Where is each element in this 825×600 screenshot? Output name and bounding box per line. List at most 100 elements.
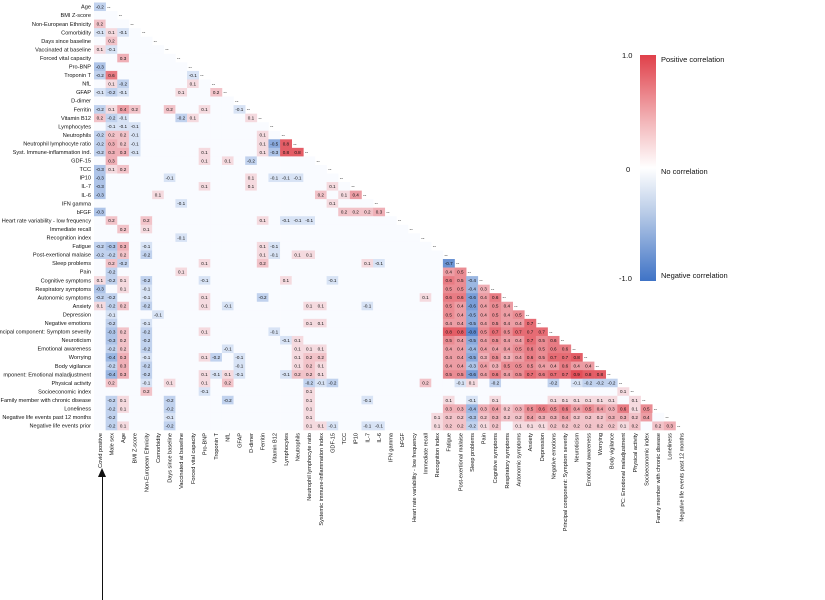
heatmap-cell (361, 267, 374, 277)
heatmap-cell (326, 182, 339, 191)
heatmap-cell (117, 387, 130, 397)
heatmap-cell (442, 395, 455, 405)
cell-value: 0.3 (480, 355, 487, 360)
heatmap-cell (187, 173, 199, 183)
heatmap-cell (221, 207, 234, 217)
cell-value: 0.1 (120, 406, 127, 411)
cell-value: 0.3 (120, 56, 127, 61)
heatmap-cell (291, 216, 304, 226)
cell-value: 0.2 (143, 218, 150, 223)
heatmap-cell (338, 318, 351, 328)
cell-value: -0.1 (375, 423, 383, 428)
heatmap-cell (280, 233, 293, 243)
cell-value: -0.3 (107, 244, 115, 249)
column-label: D-dimer (249, 433, 255, 453)
column-label: Negative life events past 12 months (679, 433, 685, 522)
heatmap-cell (245, 353, 258, 362)
heatmap-cell (233, 310, 246, 320)
cell-value: 0.2 (457, 415, 464, 420)
heatmap-cell (94, 147, 106, 157)
row-label: Syst. Immune-inflammation ind. (13, 150, 92, 156)
cell-value: -0.1 (131, 141, 139, 146)
heatmap-cell (152, 241, 165, 251)
heatmap-cell (408, 318, 420, 328)
heatmap-cell (373, 259, 386, 268)
column-label: Neutrophils (296, 433, 302, 461)
heatmap-cell (221, 96, 234, 106)
heatmap-cell (454, 318, 467, 328)
heatmap-cell (175, 62, 188, 72)
heatmap-cell (140, 335, 153, 345)
heatmap-cell (280, 370, 293, 379)
heatmap-cell (361, 250, 374, 260)
heatmap-cell (117, 36, 130, 46)
heatmap-cell (221, 284, 234, 294)
column-label: Physical activity (633, 433, 639, 473)
cell-value: -0.1 (142, 355, 150, 360)
heatmap-cell (291, 182, 304, 191)
heatmap-cell (233, 412, 246, 422)
heatmap-cell (175, 327, 188, 337)
heatmap-cell (489, 335, 502, 345)
cell-value: 0.4 (504, 346, 511, 351)
heatmap-cell (94, 70, 106, 80)
heatmap-cell (373, 301, 386, 311)
heatmap-cell (408, 233, 420, 243)
heatmap-cell (512, 335, 525, 345)
heatmap-cell (466, 301, 479, 311)
cell-value: -0.5 (468, 338, 476, 343)
diagonal-marker: -- (654, 406, 658, 412)
cell-value: 0.2 (597, 415, 604, 420)
cell-value: -0.1 (131, 133, 139, 138)
cell-value: 0.1 (201, 304, 208, 309)
cell-value: 0.2 (306, 364, 313, 369)
cell-value: 0.3 (666, 423, 673, 428)
heatmap-cell (233, 224, 246, 234)
row-label: incipal component: Symptom severity (0, 330, 91, 336)
heatmap-cell (198, 79, 211, 89)
cell-value: 0.6 (562, 406, 569, 411)
heatmap-cell (105, 36, 118, 46)
heatmap-cell (489, 310, 502, 320)
heatmap-cell (373, 335, 386, 345)
heatmap-cell (466, 293, 479, 303)
heatmap-cell (361, 353, 374, 362)
heatmap-cell (570, 395, 583, 405)
cell-value: -0.1 (224, 346, 232, 351)
heatmap-cell (570, 421, 583, 431)
heatmap-cell (140, 113, 153, 123)
heatmap-cell (582, 370, 595, 379)
heatmap-cell (117, 139, 130, 149)
heatmap-cell (140, 182, 153, 191)
heatmap-cell (466, 344, 479, 354)
heatmap-cell (303, 361, 316, 371)
heatmap-cell (419, 335, 432, 345)
heatmap-cell (117, 301, 130, 311)
heatmap-cell (268, 207, 281, 217)
heatmap-cell (419, 395, 432, 405)
cell-value: -0.1 (282, 372, 290, 377)
cell-value: -0.1 (166, 415, 174, 420)
heatmap-cell (535, 387, 548, 397)
heatmap-cell (628, 421, 641, 431)
diagonal-marker: -- (119, 13, 123, 19)
cell-value: 0.5 (446, 287, 453, 292)
heatmap-cell (280, 344, 293, 354)
cell-value: -0.4 (468, 287, 476, 292)
heatmap-cell (396, 310, 409, 320)
heatmap-cell (361, 395, 374, 405)
heatmap-cell (419, 250, 432, 260)
heatmap-cell (245, 284, 258, 294)
cell-value: 0.1 (492, 398, 499, 403)
heatmap-cell (384, 387, 397, 397)
cell-value: 0.1 (120, 423, 127, 428)
heatmap-cell (291, 164, 304, 174)
cell-value: -0.1 (282, 338, 290, 343)
heatmap-cell (605, 395, 618, 405)
heatmap-cell (291, 387, 304, 397)
heatmap-cell (210, 156, 223, 166)
heatmap-cell (256, 301, 269, 311)
cell-value: -0.2 (119, 261, 127, 266)
heatmap-cell (221, 139, 234, 149)
cell-value: 0.5 (504, 364, 511, 369)
